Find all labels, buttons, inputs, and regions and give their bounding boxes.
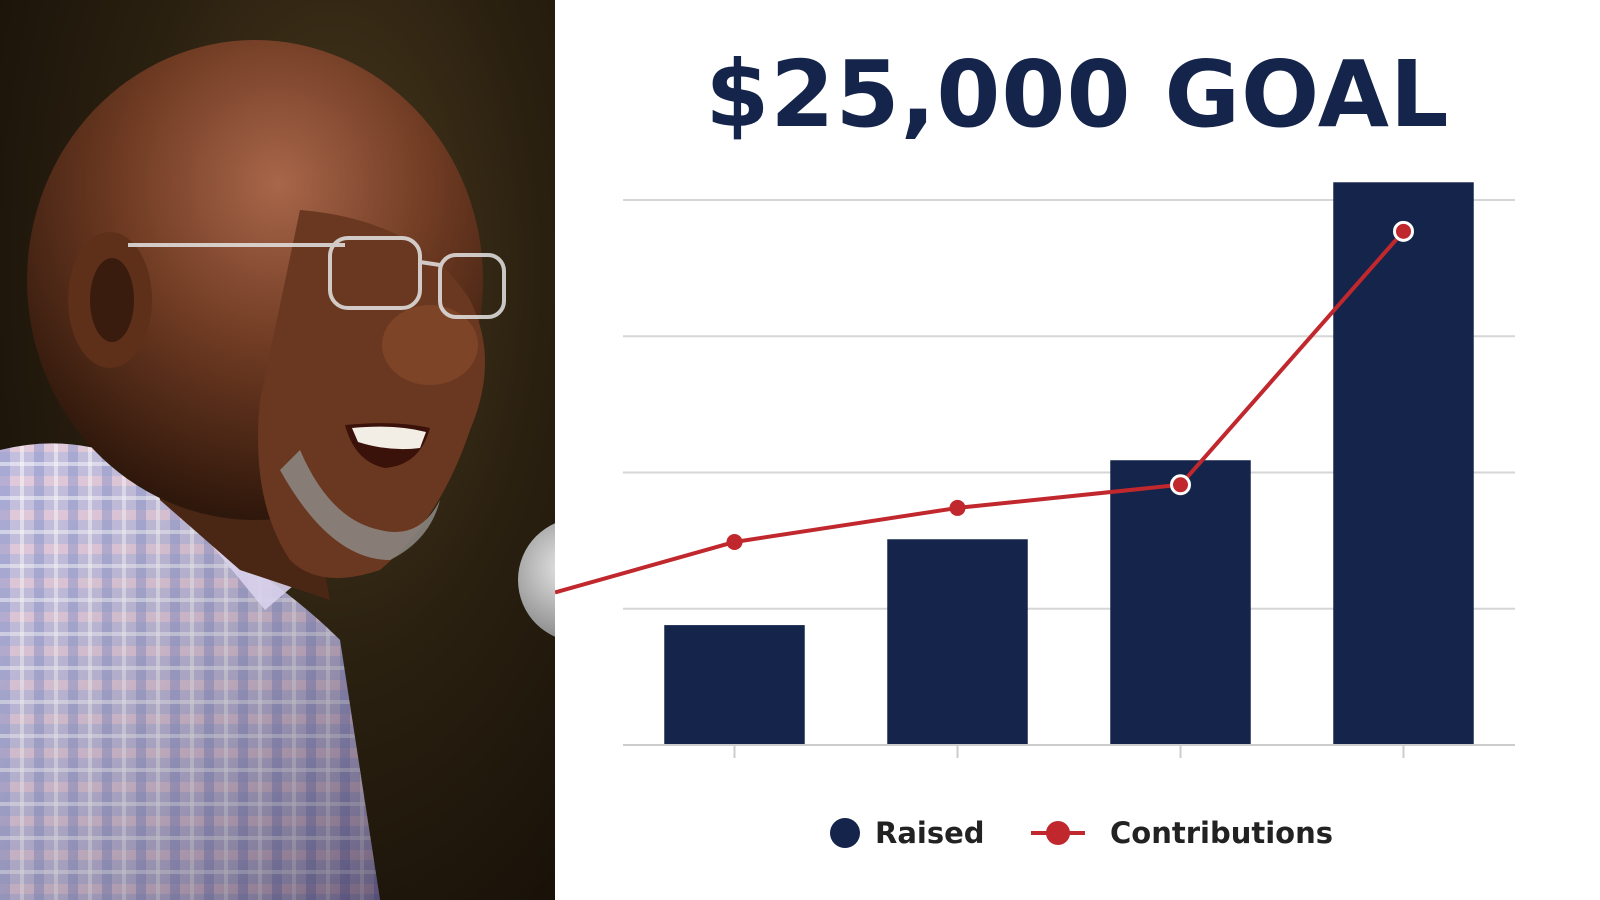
fundraising-chart: $25,000 GOAL Raised Contributions	[555, 0, 1600, 900]
legend-marker-raised	[830, 818, 860, 848]
chart-canvas: Raised Contributions	[555, 182, 1515, 850]
candidate-photo	[0, 0, 555, 900]
contributions-point	[1393, 220, 1414, 242]
bar-raised	[1110, 460, 1251, 745]
contributions-point	[949, 499, 966, 516]
chart-title: $25,000 GOAL	[705, 41, 1450, 148]
legend-marker-contributions	[1046, 821, 1070, 845]
bar-raised	[664, 625, 805, 745]
contributions-point	[1170, 474, 1191, 496]
legend-label-contributions: Contributions	[1110, 816, 1333, 850]
contributions-point	[726, 533, 743, 550]
bar-raised	[1333, 182, 1474, 746]
contributions-line	[555, 230, 1406, 595]
candidate-portrait-illustration	[0, 40, 555, 900]
legend-label-raised: Raised	[875, 816, 985, 850]
bar-raised	[887, 539, 1028, 745]
